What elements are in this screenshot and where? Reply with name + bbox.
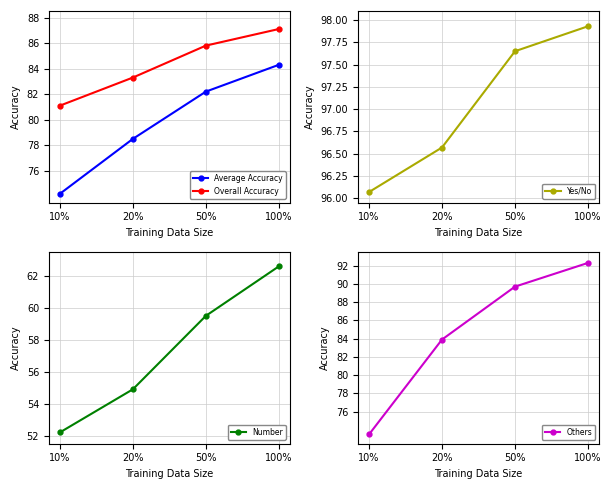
Number [129,387,136,392]
Y-axis label: Accuracy: Accuracy [305,85,315,129]
Average Accuracy [56,191,63,197]
Line: Overall Accuracy: Overall Accuracy [58,26,281,108]
X-axis label: Training Data Size: Training Data Size [125,228,214,238]
Y-axis label: Accuracy: Accuracy [11,325,21,370]
Legend: Average Accuracy, Overall Accuracy: Average Accuracy, Overall Accuracy [190,171,286,199]
Y-axis label: Accuracy: Accuracy [11,85,21,129]
X-axis label: Training Data Size: Training Data Size [434,469,523,479]
Overall Accuracy [275,26,282,32]
Legend: Number: Number [228,425,286,440]
Legend: Yes/No: Yes/No [542,184,595,199]
Average Accuracy [275,62,282,68]
Others [585,260,592,266]
Yes/No [585,24,592,29]
Number [202,313,209,319]
Number [56,430,63,436]
Line: Average Accuracy: Average Accuracy [58,62,281,196]
Overall Accuracy [129,74,136,80]
Yes/No [365,189,373,195]
Line: Others: Others [367,261,591,437]
Others [438,337,446,343]
Y-axis label: Accuracy: Accuracy [321,325,330,370]
Average Accuracy [202,89,209,95]
Overall Accuracy [202,43,209,49]
Line: Yes/No: Yes/No [367,24,591,195]
Overall Accuracy [56,103,63,109]
Others [365,432,373,438]
Yes/No [438,145,446,150]
X-axis label: Training Data Size: Training Data Size [125,469,214,479]
Yes/No [511,49,519,54]
Legend: Others: Others [542,425,595,440]
Line: Number: Number [58,264,281,435]
Average Accuracy [129,136,136,142]
X-axis label: Training Data Size: Training Data Size [434,228,523,238]
Number [275,264,282,270]
Others [511,284,519,290]
